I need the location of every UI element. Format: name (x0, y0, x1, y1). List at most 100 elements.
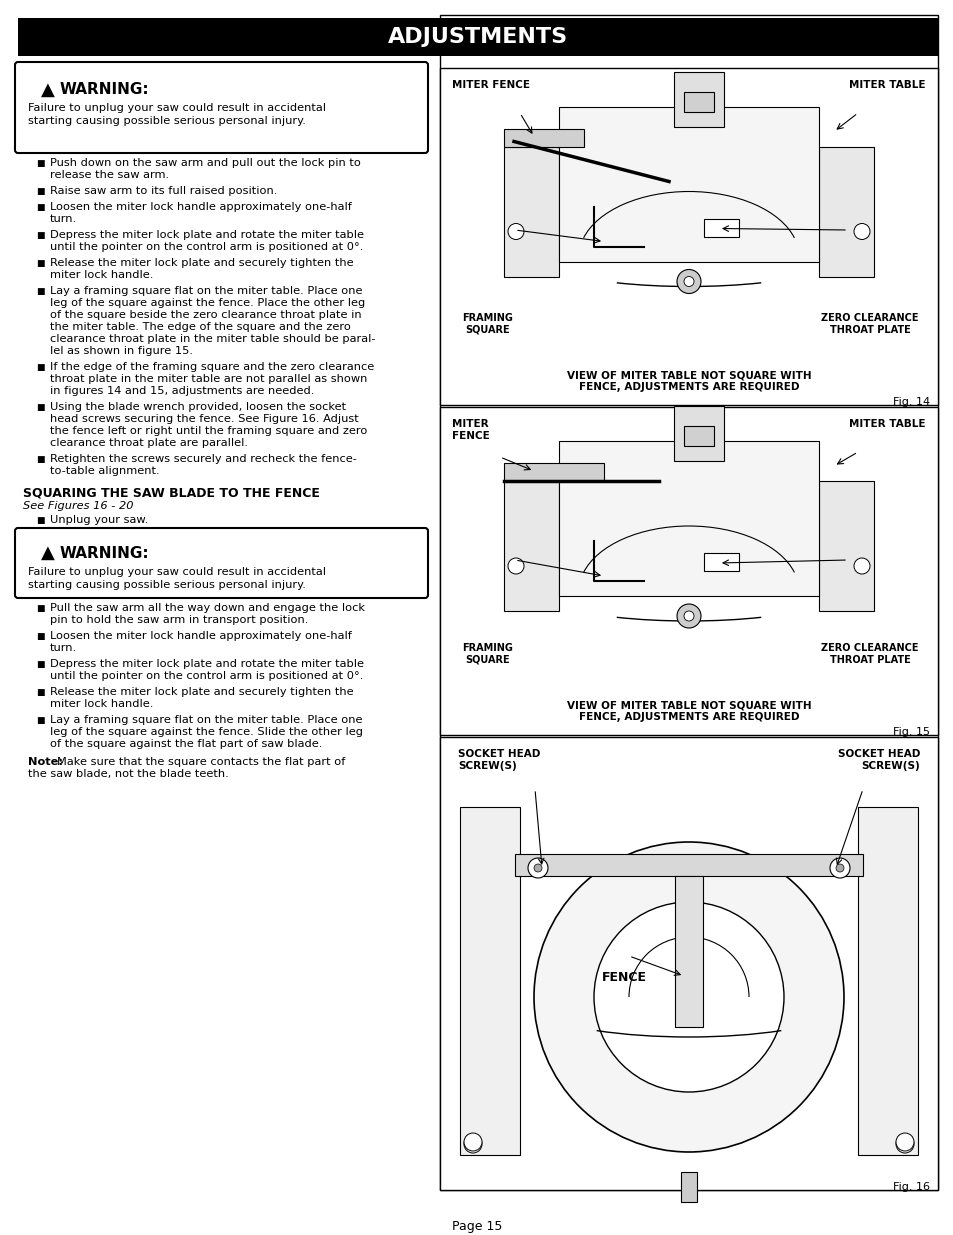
Circle shape (835, 864, 843, 872)
Circle shape (534, 842, 843, 1152)
Text: ■: ■ (36, 454, 45, 464)
Text: until the pointer on the control arm is positioned at 0°.: until the pointer on the control arm is … (50, 671, 363, 680)
Text: See Figures 16 - 20: See Figures 16 - 20 (23, 501, 133, 511)
Text: Pull the saw arm all the way down and engage the lock: Pull the saw arm all the way down and en… (50, 603, 365, 613)
Text: ▲: ▲ (41, 543, 55, 562)
Text: leg of the square against the fence. Place the other leg: leg of the square against the fence. Pla… (50, 298, 365, 308)
Text: ■: ■ (36, 363, 45, 372)
Circle shape (853, 224, 869, 240)
Text: of the square against the flat part of saw blade.: of the square against the flat part of s… (50, 739, 322, 748)
Bar (680, 1172, 697, 1202)
Text: ■: ■ (36, 186, 45, 196)
Text: turn.: turn. (50, 214, 77, 224)
Text: MITER FENCE: MITER FENCE (452, 80, 530, 90)
Text: Failure to unplug your saw could result in accidental
starting causing possible : Failure to unplug your saw could result … (28, 103, 326, 126)
Text: the fence left or right until the framing square and zero: the fence left or right until the framin… (50, 426, 367, 436)
Text: VIEW OF MITER TABLE NOT SQUARE WITH
FENCE, ADJUSTMENTS ARE REQUIRED: VIEW OF MITER TABLE NOT SQUARE WITH FENC… (566, 700, 810, 721)
Circle shape (594, 902, 783, 1092)
Text: ■: ■ (36, 259, 45, 268)
Text: ■: ■ (36, 604, 45, 613)
Circle shape (683, 611, 693, 621)
Circle shape (895, 1135, 913, 1153)
Text: ■: ■ (36, 688, 45, 697)
Text: Push down on the saw arm and pull out the lock pin to: Push down on the saw arm and pull out th… (50, 158, 360, 168)
Text: Raise saw arm to its full raised position.: Raise saw arm to its full raised positio… (50, 186, 277, 196)
Bar (818, 147, 873, 277)
Bar (857, 806, 917, 1155)
Text: ▲: ▲ (41, 82, 55, 99)
Circle shape (527, 858, 547, 878)
Bar (683, 426, 713, 446)
Bar (439, 15, 937, 1191)
Bar (703, 553, 739, 571)
Text: If the edge of the framing square and the zero clearance: If the edge of the framing square and th… (50, 362, 374, 372)
Bar (558, 106, 818, 262)
Text: FENCE: FENCE (601, 971, 646, 984)
Text: throat plate in the miter table are not parallel as shown: throat plate in the miter table are not … (50, 374, 367, 384)
Text: clearance throat plate are parallel.: clearance throat plate are parallel. (50, 438, 248, 448)
Bar (673, 72, 723, 126)
Text: ■: ■ (36, 203, 45, 212)
Text: the saw blade, not the blade teeth.: the saw blade, not the blade teeth. (28, 769, 229, 779)
Bar (503, 147, 558, 277)
Text: Make sure that the square contacts the flat part of: Make sure that the square contacts the f… (57, 757, 345, 767)
Text: SOCKET HEAD
SCREW(S): SOCKET HEAD SCREW(S) (457, 748, 539, 771)
Bar (675, 876, 702, 1028)
Circle shape (829, 858, 849, 878)
Bar (439, 68, 937, 405)
Bar (459, 806, 519, 1155)
Bar (673, 406, 723, 461)
Text: Lay a framing square flat on the miter table. Place one: Lay a framing square flat on the miter t… (50, 287, 362, 296)
FancyBboxPatch shape (15, 529, 428, 598)
Text: ■: ■ (36, 287, 45, 296)
Bar (503, 128, 583, 147)
Text: ■: ■ (36, 632, 45, 641)
Text: in figures 14 and 15, adjustments are needed.: in figures 14 and 15, adjustments are ne… (50, 387, 314, 396)
Text: ■: ■ (36, 659, 45, 669)
Text: Loosen the miter lock handle approximately one-half: Loosen the miter lock handle approximate… (50, 631, 352, 641)
Text: turn.: turn. (50, 643, 77, 653)
Text: lel as shown in figure 15.: lel as shown in figure 15. (50, 346, 193, 356)
FancyBboxPatch shape (15, 62, 428, 153)
Text: SOCKET HEAD
SCREW(S): SOCKET HEAD SCREW(S) (837, 748, 919, 771)
Circle shape (683, 277, 693, 287)
Text: ■: ■ (36, 403, 45, 412)
Text: Unplug your saw.: Unplug your saw. (50, 515, 148, 525)
Text: WARNING:: WARNING: (60, 83, 150, 98)
Text: ■: ■ (36, 159, 45, 168)
Text: ZERO CLEARANCE
THROAT PLATE: ZERO CLEARANCE THROAT PLATE (821, 643, 918, 664)
Text: pin to hold the saw arm in transport position.: pin to hold the saw arm in transport pos… (50, 615, 308, 625)
Bar (503, 480, 558, 611)
Text: MITER TABLE: MITER TABLE (848, 419, 925, 429)
Text: WARNING:: WARNING: (60, 546, 150, 561)
Text: Retighten the screws securely and recheck the fence-: Retighten the screws securely and rechec… (50, 454, 356, 464)
Text: head screws securing the fence. See Figure 16. Adjust: head screws securing the fence. See Figu… (50, 414, 358, 424)
Text: MITER TABLE: MITER TABLE (848, 80, 925, 90)
Circle shape (507, 224, 523, 240)
Text: Depress the miter lock plate and rotate the miter table: Depress the miter lock plate and rotate … (50, 230, 364, 240)
Bar (683, 91, 713, 111)
Text: Release the miter lock plate and securely tighten the: Release the miter lock plate and securel… (50, 687, 354, 697)
Text: ■: ■ (36, 231, 45, 240)
Text: miter lock handle.: miter lock handle. (50, 699, 153, 709)
Text: VIEW OF MITER TABLE NOT SQUARE WITH
FENCE, ADJUSTMENTS ARE REQUIRED: VIEW OF MITER TABLE NOT SQUARE WITH FENC… (566, 370, 810, 391)
Text: until the pointer on the control arm is positioned at 0°.: until the pointer on the control arm is … (50, 242, 363, 252)
Text: Page 15: Page 15 (452, 1220, 501, 1233)
Text: Fig. 16: Fig. 16 (892, 1182, 929, 1192)
Bar (18, 19, 937, 56)
Text: FRAMING
SQUARE: FRAMING SQUARE (462, 643, 513, 664)
Circle shape (463, 1132, 481, 1151)
Text: ■: ■ (36, 516, 45, 525)
Text: Using the blade wrench provided, loosen the socket: Using the blade wrench provided, loosen … (50, 403, 346, 412)
Text: Depress the miter lock plate and rotate the miter table: Depress the miter lock plate and rotate … (50, 659, 364, 669)
Circle shape (677, 604, 700, 629)
Text: ADJUSTMENTS: ADJUSTMENTS (388, 27, 567, 47)
Bar (818, 480, 873, 611)
Circle shape (507, 558, 523, 574)
Bar (503, 463, 603, 480)
Text: Release the miter lock plate and securely tighten the: Release the miter lock plate and securel… (50, 258, 354, 268)
Circle shape (853, 558, 869, 574)
Text: Loosen the miter lock handle approximately one-half: Loosen the miter lock handle approximate… (50, 203, 352, 212)
Text: Note:: Note: (28, 757, 63, 767)
Circle shape (895, 1132, 913, 1151)
